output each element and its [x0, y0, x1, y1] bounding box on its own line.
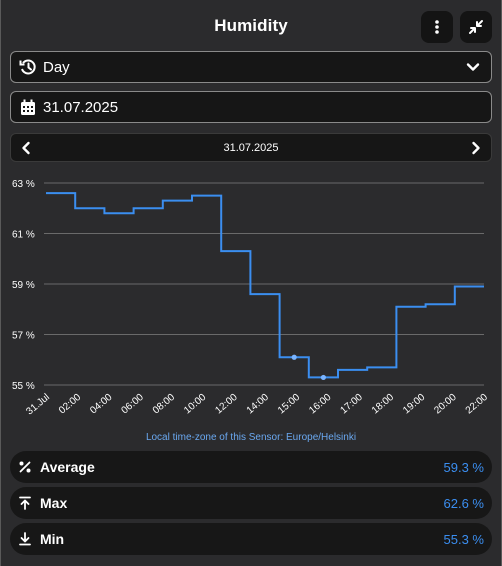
- x-tick-label: 15:00: [276, 392, 303, 417]
- stat-min-value: 55.3 %: [443, 531, 484, 547]
- chevron-down-icon: [466, 63, 480, 71]
- stat-average-value: 59.3 %: [443, 459, 484, 475]
- period-select-value: Day: [43, 58, 70, 76]
- arrow-up-to-line-icon: [19, 496, 31, 510]
- chart-footnote: Local time-zone of this Sensor: Europe/H…: [145, 432, 357, 443]
- x-tick-label: 16:00: [307, 392, 334, 417]
- y-tick-label: 55 %: [12, 381, 35, 392]
- x-tick-label: 12:00: [213, 392, 240, 417]
- x-tick-label: 22:00: [464, 392, 491, 417]
- navigator-date: 31.07.2025: [223, 141, 279, 154]
- date-field-value: 31.07.2025: [43, 98, 119, 116]
- x-tick-label: 19:00: [401, 392, 428, 417]
- data-point-marker: [320, 374, 326, 381]
- y-tick-label: 63 %: [12, 179, 35, 190]
- previous-day-button[interactable]: [19, 141, 33, 155]
- humidity-chart: 63 % 61 % 59 % 57 % 55 %31.Jul 02:00 04:00 06:0…: [12, 179, 491, 418]
- x-tick-label: 10:00: [182, 392, 209, 417]
- x-tick-label: 17:00: [339, 392, 366, 417]
- arrow-down-to-line-icon: [19, 532, 31, 546]
- stat-min: Min 55.3 %: [10, 523, 492, 555]
- data-point-marker: [291, 354, 297, 360]
- stat-max-label: Max: [40, 495, 68, 511]
- date-field[interactable]: 31.07.2025: [10, 91, 492, 123]
- percent-icon: [19, 461, 31, 473]
- x-tick-label: 08:00: [151, 392, 178, 417]
- x-tick-label: 14:00: [245, 392, 272, 417]
- x-tick-label: 18:00: [370, 392, 397, 417]
- stat-average: Average 59.3 %: [10, 451, 492, 483]
- x-tick-label: 20:00: [432, 392, 459, 417]
- y-tick-label: 59 %: [12, 280, 35, 291]
- more-options-button[interactable]: [421, 11, 453, 43]
- date-navigator: 31.07.2025: [10, 133, 492, 162]
- x-tick-label: 04:00: [88, 392, 115, 417]
- calendar-icon: [21, 99, 35, 115]
- x-tick-label: 02:00: [57, 392, 84, 417]
- next-day-button[interactable]: [469, 141, 483, 155]
- period-select[interactable]: Day: [10, 51, 492, 83]
- page-title: Humidity: [214, 16, 288, 35]
- stat-max: Max 62.6 %: [10, 487, 492, 519]
- series-line: [46, 192, 484, 379]
- y-tick-label: 61 %: [12, 230, 35, 241]
- stat-average-label: Average: [40, 459, 95, 475]
- stat-max-value: 62.6 %: [443, 495, 484, 511]
- more-vertical-icon: [435, 20, 439, 34]
- stat-min-label: Min: [40, 531, 65, 547]
- history-icon: [19, 59, 36, 75]
- x-tick-label: 31.Jul: [24, 392, 52, 418]
- y-tick-label: 57 %: [12, 331, 35, 342]
- x-tick-label: 06:00: [120, 392, 147, 417]
- minimize-arrows-icon: [469, 20, 483, 34]
- collapse-button[interactable]: [460, 11, 492, 43]
